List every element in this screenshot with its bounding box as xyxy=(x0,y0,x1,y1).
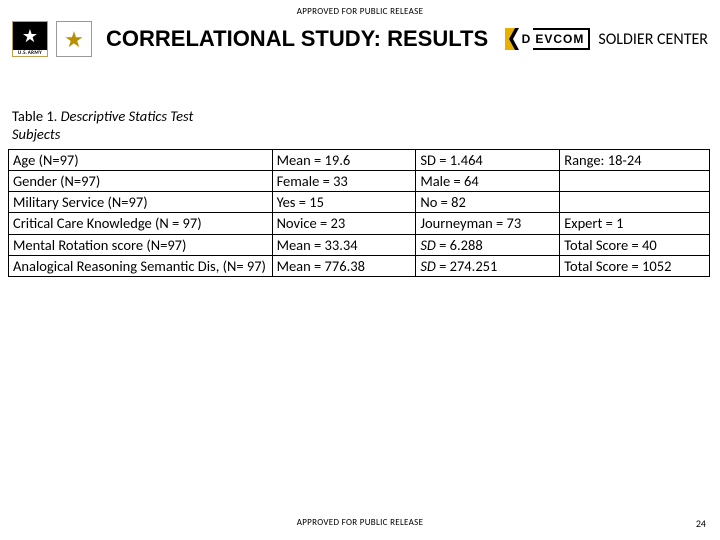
cell-stat-b: Male = 64 xyxy=(416,171,560,192)
devcom-logo-icon: DEVCOM xyxy=(505,28,591,50)
caption-desc-1: Descriptive Statics Test xyxy=(61,107,194,125)
cell-stat-b: Journeyman = 73 xyxy=(416,213,560,234)
cell-variable: Analogical Reasoning Semantic Dis, (N= 9… xyxy=(9,255,273,276)
table-row: Gender (N=97)Female = 33Male = 64 xyxy=(9,171,710,192)
cell-stat-c: Total Score = 40 xyxy=(560,234,710,255)
cell-stat-a: Novice = 23 xyxy=(272,213,416,234)
us-army-logo-icon: ★ U.S.ARMY xyxy=(12,21,48,57)
cell-stat-c xyxy=(560,171,710,192)
cell-stat-c: Expert = 1 xyxy=(560,213,710,234)
devcom-d: D xyxy=(522,32,531,46)
cell-stat-a: Mean = 19.6 xyxy=(272,150,416,171)
cell-stat-b: No = 82 xyxy=(416,192,560,213)
cell-stat-a: Yes = 15 xyxy=(272,192,416,213)
cell-variable: Critical Care Knowledge (N = 97) xyxy=(9,213,273,234)
cell-variable: Mental Rotation score (N=97) xyxy=(9,234,273,255)
star-badge-icon: ★ xyxy=(56,21,92,57)
table-row: Age (N=97)Mean = 19.6SD = 1.464Range: 18… xyxy=(9,150,710,171)
cell-stat-b: SD = 274.251 xyxy=(416,255,560,276)
results-table: Age (N=97)Mean = 19.6SD = 1.464Range: 18… xyxy=(8,149,710,277)
header: ★ U.S.ARMY ★ CORRELATIONAL STUDY: RESULT… xyxy=(0,17,720,57)
cell-stat-a: Mean = 776.38 xyxy=(272,255,416,276)
cell-variable: Gender (N=97) xyxy=(9,171,273,192)
table-row: Critical Care Knowledge (N = 97)Novice =… xyxy=(9,213,710,234)
cell-stat-a: Female = 33 xyxy=(272,171,416,192)
caption-label: Table 1. xyxy=(12,107,61,125)
cell-variable: Military Service (N=97) xyxy=(9,192,273,213)
cell-stat-c xyxy=(560,192,710,213)
table-row: Military Service (N=97)Yes = 15No = 82 xyxy=(9,192,710,213)
table-row: Mental Rotation score (N=97)Mean = 33.34… xyxy=(9,234,710,255)
page-title: CORRELATIONAL STUDY: RESULTS xyxy=(100,26,497,52)
cell-stat-b: SD = 6.288 xyxy=(416,234,560,255)
caption-desc-2: Subjects xyxy=(12,125,60,143)
cell-variable: Age (N=97) xyxy=(9,150,273,171)
banner-top: APPROVED FOR PUBLIC RELEASE xyxy=(0,0,720,17)
cell-stat-a: Mean = 33.34 xyxy=(272,234,416,255)
devcom-rest: EVCOM xyxy=(533,28,590,50)
banner-bottom: APPROVED FOR PUBLIC RELEASE xyxy=(0,517,720,528)
page-number: 24 xyxy=(696,517,706,530)
cell-stat-c: Total Score = 1052 xyxy=(560,255,710,276)
table-caption: Table 1. Descriptive Statics Test Subjec… xyxy=(0,57,720,149)
devcom-subtitle: SOLDIER CENTER xyxy=(598,30,708,49)
cell-stat-c: Range: 18-24 xyxy=(560,150,710,171)
table-row: Analogical Reasoning Semantic Dis, (N= 9… xyxy=(9,255,710,276)
cell-stat-b: SD = 1.464 xyxy=(416,150,560,171)
us-army-logo-text: U.S.ARMY xyxy=(13,50,47,56)
